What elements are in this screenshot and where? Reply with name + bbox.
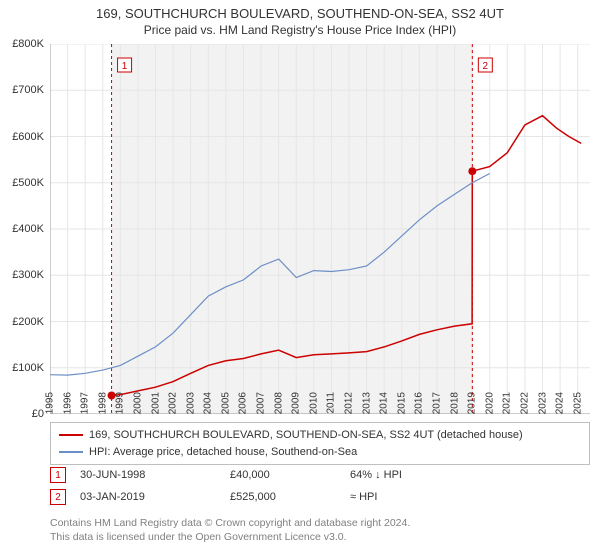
transaction-date: 03-JAN-2019 <box>80 491 230 503</box>
footnote-line: This data is licensed under the Open Gov… <box>50 530 590 544</box>
transaction-relative: 64% ↓ HPI <box>350 469 470 481</box>
x-tick-label: 2009 <box>291 392 302 414</box>
transaction-relative: ≈ HPI <box>350 491 470 503</box>
transaction-row: 2 03-JAN-2019£525,000≈ HPI <box>50 486 590 508</box>
x-tick-label: 1996 <box>62 392 73 414</box>
x-tick-label: 1997 <box>80 392 91 414</box>
x-tick-label: 2014 <box>379 392 390 414</box>
x-tick-label: 2023 <box>537 392 548 414</box>
transaction-marker: 1 <box>50 467 66 483</box>
svg-text:1: 1 <box>122 61 128 72</box>
x-tick-label: 2001 <box>150 392 161 414</box>
price-chart: 12 <box>50 44 590 414</box>
x-tick-label: 2002 <box>168 392 179 414</box>
x-tick-label: 2022 <box>519 392 530 414</box>
x-tick-label: 2021 <box>502 392 513 414</box>
chart-title-block: 169, SOUTHCHURCH BOULEVARD, SOUTHEND-ON-… <box>0 0 600 37</box>
x-tick-label: 2015 <box>396 392 407 414</box>
transaction-table: 1 30-JUN-1998£40,00064% ↓ HPI 2 03-JAN-2019… <box>50 464 590 508</box>
x-tick-label: 1998 <box>97 392 108 414</box>
x-tick-label: 2012 <box>344 392 355 414</box>
x-tick-label: 2013 <box>361 392 372 414</box>
y-tick-label: £700K <box>12 84 44 96</box>
x-tick-label: 2025 <box>572 392 583 414</box>
x-tick-label: 1995 <box>45 392 56 414</box>
legend-item: HPI: Average price, detached house, Sout… <box>59 444 581 461</box>
x-tick-label: 2018 <box>449 392 460 414</box>
transaction-date: 30-JUN-1998 <box>80 469 230 481</box>
chart-title: 169, SOUTHCHURCH BOULEVARD, SOUTHEND-ON-… <box>0 6 600 21</box>
y-tick-label: £400K <box>12 223 44 235</box>
footnote: Contains HM Land Registry data © Crown c… <box>50 516 590 544</box>
y-axis: £0£100K£200K£300K£400K£500K£600K£700K£80… <box>0 44 48 414</box>
x-tick-label: 2010 <box>308 392 319 414</box>
y-tick-label: £500K <box>12 177 44 189</box>
y-tick-label: £600K <box>12 131 44 143</box>
y-tick-label: £0 <box>32 408 44 420</box>
x-tick-label: 2011 <box>326 392 337 414</box>
transaction-price: £40,000 <box>230 469 350 481</box>
legend-swatch <box>59 434 83 436</box>
x-tick-label: 2020 <box>484 392 495 414</box>
legend-label: 169, SOUTHCHURCH BOULEVARD, SOUTHEND-ON-… <box>89 427 523 444</box>
x-tick-label: 2004 <box>203 392 214 414</box>
x-tick-label: 2008 <box>273 392 284 414</box>
footnote-line: Contains HM Land Registry data © Crown c… <box>50 516 590 530</box>
x-tick-label: 2006 <box>238 392 249 414</box>
transaction-marker: 2 <box>50 489 66 505</box>
y-tick-label: £200K <box>12 316 44 328</box>
x-tick-label: 2005 <box>220 392 231 414</box>
x-tick-label: 2003 <box>185 392 196 414</box>
x-tick-label: 2019 <box>467 392 478 414</box>
y-tick-label: £800K <box>12 38 44 50</box>
transaction-price: £525,000 <box>230 491 350 503</box>
legend-label: HPI: Average price, detached house, Sout… <box>89 444 357 461</box>
x-tick-label: 2017 <box>431 392 442 414</box>
y-tick-label: £100K <box>12 362 44 374</box>
transaction-row: 1 30-JUN-1998£40,00064% ↓ HPI <box>50 464 590 486</box>
legend: 169, SOUTHCHURCH BOULEVARD, SOUTHEND-ON-… <box>50 422 590 465</box>
x-tick-label: 2024 <box>555 392 566 414</box>
x-tick-label: 2016 <box>414 392 425 414</box>
x-tick-label: 2000 <box>132 392 143 414</box>
legend-swatch <box>59 451 83 453</box>
x-tick-label: 1999 <box>115 392 126 414</box>
chart-subtitle: Price paid vs. HM Land Registry's House … <box>0 23 600 37</box>
y-tick-label: £300K <box>12 269 44 281</box>
svg-text:2: 2 <box>483 61 489 72</box>
x-tick-label: 2007 <box>256 392 267 414</box>
legend-item: 169, SOUTHCHURCH BOULEVARD, SOUTHEND-ON-… <box>59 427 581 444</box>
